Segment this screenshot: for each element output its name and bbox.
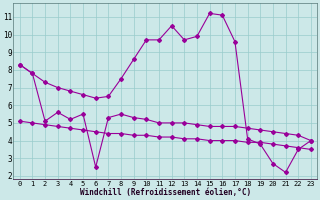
X-axis label: Windchill (Refroidissement éolien,°C): Windchill (Refroidissement éolien,°C) — [80, 188, 251, 197]
